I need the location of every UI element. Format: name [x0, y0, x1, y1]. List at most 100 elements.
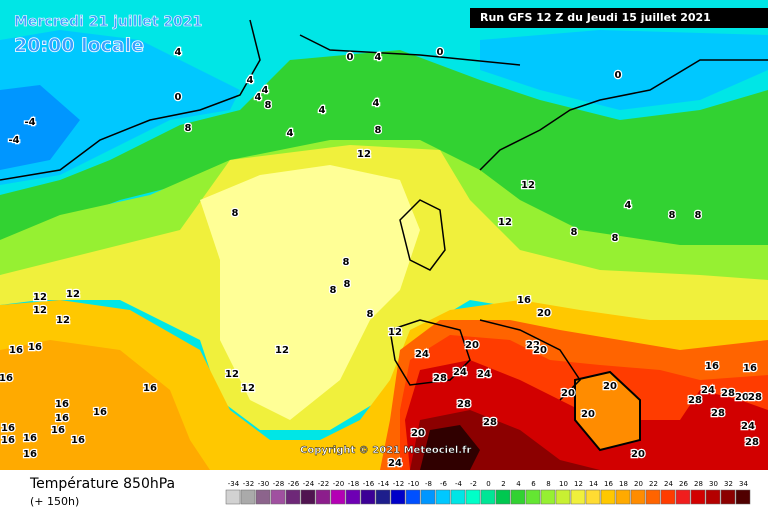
- contour-label: 16: [0, 373, 13, 384]
- scale-tick-label: -24: [303, 480, 315, 488]
- contour-label: 0: [347, 52, 354, 63]
- contour-label: 12: [521, 180, 535, 191]
- contour-label: 24: [701, 385, 715, 396]
- contour-label: 22: [526, 340, 540, 351]
- scale-tick-label: -22: [318, 480, 329, 488]
- contour-label: 12: [388, 327, 402, 338]
- contour-label: 28: [711, 408, 725, 419]
- contour-label: 4: [175, 47, 182, 58]
- scale-swatch: [570, 489, 586, 505]
- contour-label: 20: [411, 428, 425, 439]
- contour-label: 4: [625, 200, 632, 211]
- contour-label: 16: [55, 413, 69, 424]
- scale-tick-label: 34: [739, 480, 748, 488]
- coastlines: [0, 19, 768, 401]
- scale-tick-label: -10: [408, 480, 419, 488]
- scale-tick-label: -26: [288, 480, 300, 488]
- scale-swatch: [300, 489, 316, 505]
- contour-label: 4: [255, 92, 262, 103]
- contour-label: 4: [375, 52, 382, 63]
- contour-label: 0: [615, 70, 622, 81]
- legend-title: Température 850hPa: [29, 476, 175, 492]
- scale-tick-label: 18: [619, 480, 628, 488]
- scale-tick-label: 14: [589, 480, 598, 488]
- scale-tick-label: -34: [228, 480, 240, 488]
- contour-label: 24: [415, 349, 429, 360]
- scale-swatch: [405, 489, 421, 505]
- run-label: Run GFS 12 Z du Jeudi 15 juillet 2021: [480, 11, 711, 24]
- scale-tick-label: 16: [604, 480, 613, 488]
- scale-swatch: [705, 489, 721, 505]
- contour-label: 24: [741, 421, 755, 432]
- scale-tick-label: 12: [574, 480, 583, 488]
- contour-label: 8: [232, 208, 239, 219]
- scale-swatch: [660, 489, 676, 505]
- contour-label: 8: [669, 210, 676, 221]
- contour-label: 28: [721, 388, 735, 399]
- scale-swatch: [630, 489, 646, 505]
- scale-swatch: [450, 489, 466, 505]
- contour-label: 16: [51, 425, 65, 436]
- copyright: Copyright © 2021 Meteociel.fr: [300, 445, 471, 456]
- scale-tick-label: 26: [679, 480, 688, 488]
- color-scale: -34 -32 -30 -28 -26 -24 -22 -20 -18 -16 -14 -12 -10-…: [225, 480, 751, 505]
- contour-label: 8: [612, 233, 619, 244]
- contour-label: 12: [498, 217, 512, 228]
- contour-label: 20: [561, 388, 575, 399]
- scale-tick-label: -12: [393, 480, 404, 488]
- contour-label: 28: [748, 392, 762, 403]
- contour-label: 4: [373, 98, 380, 109]
- scale-tick-label: -20: [333, 480, 344, 488]
- contour-label: 28: [457, 399, 471, 410]
- scale-swatch: [690, 489, 706, 505]
- contour-label: 16: [705, 361, 719, 372]
- scale-swatch: [315, 489, 331, 505]
- contour-label: 16: [743, 363, 757, 374]
- scale-swatch: [555, 489, 571, 505]
- scale-swatch: [600, 489, 616, 505]
- contour-label: 20: [581, 409, 595, 420]
- scale-tick-label: -28: [273, 480, 284, 488]
- scale-swatch: [360, 489, 376, 505]
- scale-tick-label: 6: [531, 480, 536, 488]
- contour-label: 8: [343, 257, 350, 268]
- contour-label: 4: [319, 105, 326, 116]
- contour-label: 4: [247, 75, 254, 86]
- scale-tick-label: 22: [649, 480, 658, 488]
- contour-label: 20: [735, 392, 749, 403]
- contour-label: 8: [375, 125, 382, 136]
- contour-label: 16: [71, 435, 85, 446]
- contour-label: 12: [66, 289, 80, 300]
- scale-swatch: [390, 489, 406, 505]
- scale-swatch: [435, 489, 451, 505]
- scale-tick-label: -14: [378, 480, 390, 488]
- scale-swatch: [420, 489, 436, 505]
- legend-lead: (+ 150h): [30, 495, 79, 508]
- scale-tick-label: -2: [470, 480, 477, 488]
- scale-tick-label: 20: [634, 480, 643, 488]
- forecast-time: 20:00 locale: [14, 35, 144, 57]
- contour-label: 8: [695, 210, 702, 221]
- contour-label: 0: [175, 92, 182, 103]
- contour-label: 12: [357, 149, 371, 160]
- scale-swatch: [615, 489, 631, 505]
- contour-label: 16: [9, 345, 23, 356]
- scale-tick-label: -6: [440, 480, 448, 488]
- contour-label: 16: [1, 435, 15, 446]
- contour-label: 0: [437, 47, 444, 58]
- contour-label: 8: [330, 285, 337, 296]
- scale-swatch: [495, 489, 511, 505]
- contour-label: 20: [603, 381, 617, 392]
- scale-tick-label: 10: [559, 480, 568, 488]
- scale-swatch: [270, 489, 286, 505]
- scale-tick-label: 2: [501, 480, 505, 488]
- scale-tick-label: 8: [546, 480, 550, 488]
- contour-label: -4: [24, 117, 35, 128]
- scale-swatch: [375, 489, 391, 505]
- scale-swatch: [720, 489, 736, 505]
- scale-tick-label: 30: [709, 480, 718, 488]
- contour-label: 4: [262, 85, 269, 96]
- run-box: [470, 8, 768, 28]
- scale-swatch: [225, 489, 241, 505]
